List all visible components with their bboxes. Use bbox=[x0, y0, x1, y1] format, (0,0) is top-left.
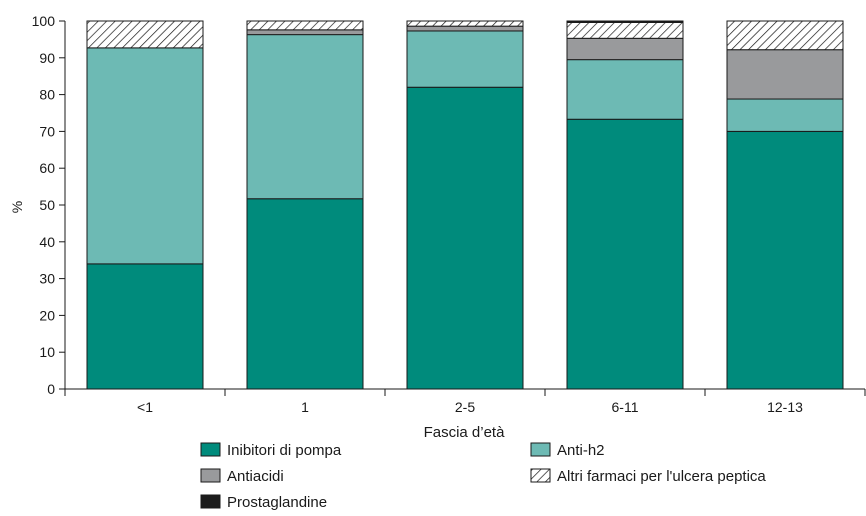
y-tick-label-20: 20 bbox=[39, 307, 55, 323]
legend-swatch-antiacidi bbox=[200, 468, 221, 483]
bar-inibitori-di-pompa-1 bbox=[246, 198, 364, 390]
y-tick-label-10: 10 bbox=[39, 344, 55, 360]
y-tick-label-50: 50 bbox=[39, 197, 55, 213]
bar-antiacidi-1 bbox=[246, 29, 364, 36]
legend-swatch-inibitori-di-pompa bbox=[200, 442, 221, 457]
legend-swatch-prostaglandine bbox=[200, 494, 221, 509]
legend-label-antiacidi: Antiacidi bbox=[227, 468, 284, 485]
bar-altri-farmaci-per-l-ulcera-peptica-2-5 bbox=[406, 20, 524, 27]
legend-swatch-altri-farmaci-per-l-ulcera-peptica bbox=[530, 468, 551, 483]
bar-altri-farmaci-per-l-ulcera-peptica-6-11 bbox=[566, 21, 684, 39]
y-tick-label-80: 80 bbox=[39, 87, 55, 103]
bar-anti-h2-2-5 bbox=[406, 30, 524, 88]
y-tick-label-100: 100 bbox=[32, 13, 56, 29]
bar-antiacidi-6-11 bbox=[566, 37, 684, 61]
legend: Inibitori di pompa Anti-h2 Antiacidi Altri … bbox=[200, 442, 766, 511]
bar-altri-farmaci-per-l-ulcera-peptica-1 bbox=[86, 20, 204, 49]
legend-label-prostaglandine: Prostaglandine bbox=[227, 494, 327, 511]
bar-prostaglandine-6-11 bbox=[566, 20, 684, 23]
x-tick-label-12-13: 12-13 bbox=[767, 399, 803, 415]
x-tick-label-2-5: 2-5 bbox=[455, 399, 475, 415]
bar-antiacidi-12-13 bbox=[726, 49, 844, 100]
legend-label-anti-h2: Anti-h2 bbox=[557, 442, 605, 459]
x-axis-label: Fascia d’età bbox=[424, 424, 506, 441]
axes-group: 0 10 20 30 40 50 60 70 80 90 100 <1 1 2-5 6-11 12-13 bbox=[32, 13, 866, 415]
bar-inibitori-di-pompa-6-11 bbox=[566, 118, 684, 390]
x-tick-label-1: <1 bbox=[137, 399, 153, 415]
y-tick-label-30: 30 bbox=[39, 271, 55, 287]
y-tick-label-60: 60 bbox=[39, 160, 55, 176]
legend-label-altri-farmaci-per-l-ulcera-peptica: Altri farmaci per l'ulcera peptica bbox=[557, 468, 766, 485]
bar-altri-farmaci-per-l-ulcera-peptica-12-13 bbox=[726, 20, 844, 51]
x-tick-label-6-11: 6-11 bbox=[612, 399, 639, 415]
y-tick-label-0: 0 bbox=[47, 381, 55, 397]
y-tick-label-70: 70 bbox=[39, 123, 55, 139]
y-axis-label: % bbox=[9, 201, 25, 213]
bars-group bbox=[86, 20, 844, 390]
y-tick-label-90: 90 bbox=[39, 50, 55, 66]
bar-anti-h2-1 bbox=[246, 34, 364, 200]
bar-anti-h2-6-11 bbox=[566, 59, 684, 120]
bar-anti-h2-12-13 bbox=[726, 98, 844, 132]
x-tick-label-1: 1 bbox=[301, 399, 309, 415]
bar-altri-farmaci-per-l-ulcera-peptica-1 bbox=[246, 20, 364, 31]
bar-antiacidi-2-5 bbox=[406, 25, 524, 32]
bar-inibitori-di-pompa-12-13 bbox=[726, 130, 844, 390]
bar-inibitori-di-pompa-2-5 bbox=[406, 86, 524, 390]
bar-inibitori-di-pompa-1 bbox=[86, 263, 204, 390]
bar-anti-h2-1 bbox=[86, 47, 204, 265]
y-tick-label-40: 40 bbox=[39, 234, 55, 250]
legend-label-inibitori-di-pompa: Inibitori di pompa bbox=[227, 442, 342, 459]
legend-swatch-anti-h2 bbox=[530, 442, 551, 457]
